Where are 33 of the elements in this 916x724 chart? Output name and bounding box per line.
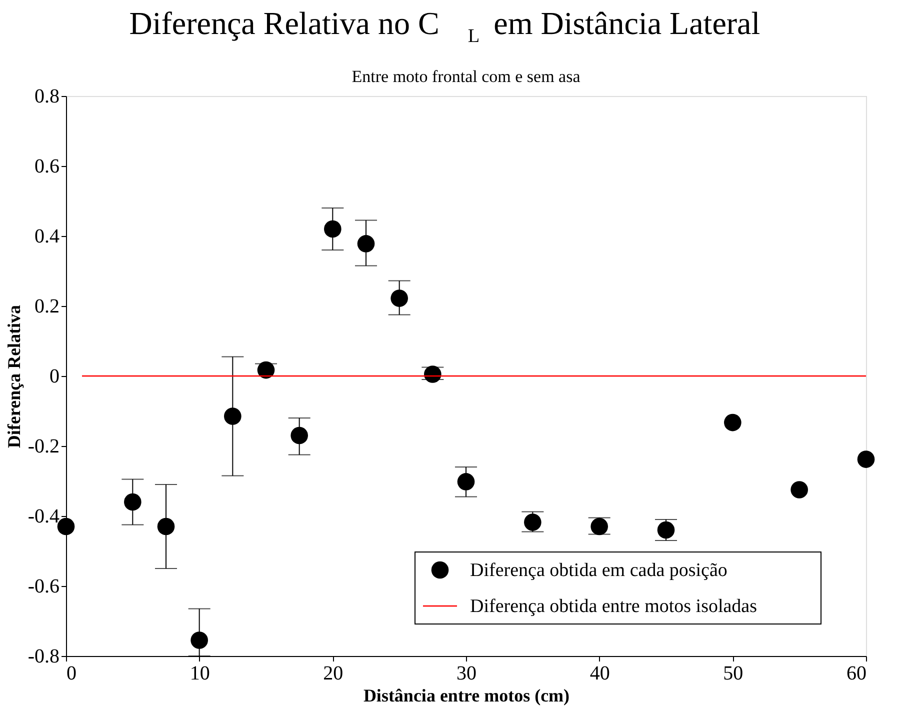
x-tick-label: 30 (456, 662, 476, 684)
point (357, 235, 375, 252)
y-tick-label: -0.2 (28, 436, 60, 458)
y-tick-label: 0.8 (34, 86, 60, 108)
x-tick-label: 20 (323, 662, 344, 684)
point (324, 220, 342, 238)
y-tick-label: 0.4 (34, 226, 60, 248)
legend-label: Diferença obtida em cada posição (470, 560, 728, 581)
point (124, 493, 142, 511)
y-tick-label: 0 (50, 366, 60, 388)
point (724, 414, 742, 432)
x-tick-label: 10 (190, 662, 210, 684)
x-tick-label: 40 (590, 662, 610, 684)
point (290, 426, 308, 444)
y-tick-label: -0.4 (28, 506, 60, 528)
point (457, 473, 475, 490)
x-axis-title: Distância entre motos (cm) (363, 686, 570, 706)
chart-subtitle: Entre moto frontal com e sem asa (352, 67, 581, 86)
y-axis-title: Diferença Relativa (4, 304, 24, 448)
point (190, 632, 208, 649)
legend-label: Diferença obtida entre motos isoladas (470, 596, 758, 617)
x-tick-label: 50 (723, 662, 744, 684)
point (157, 518, 175, 536)
y-tick-label: 0.6 (34, 156, 60, 178)
x-tick-label: 0 (66, 662, 76, 684)
y-tick-label: -0.8 (28, 646, 60, 668)
point (857, 450, 875, 468)
y-tick-label: -0.6 (28, 576, 60, 598)
point (224, 408, 242, 425)
x-tick-label: 60 (846, 662, 866, 684)
point (790, 481, 808, 498)
point (390, 290, 408, 307)
y-tick-label: 0.2 (34, 296, 60, 318)
